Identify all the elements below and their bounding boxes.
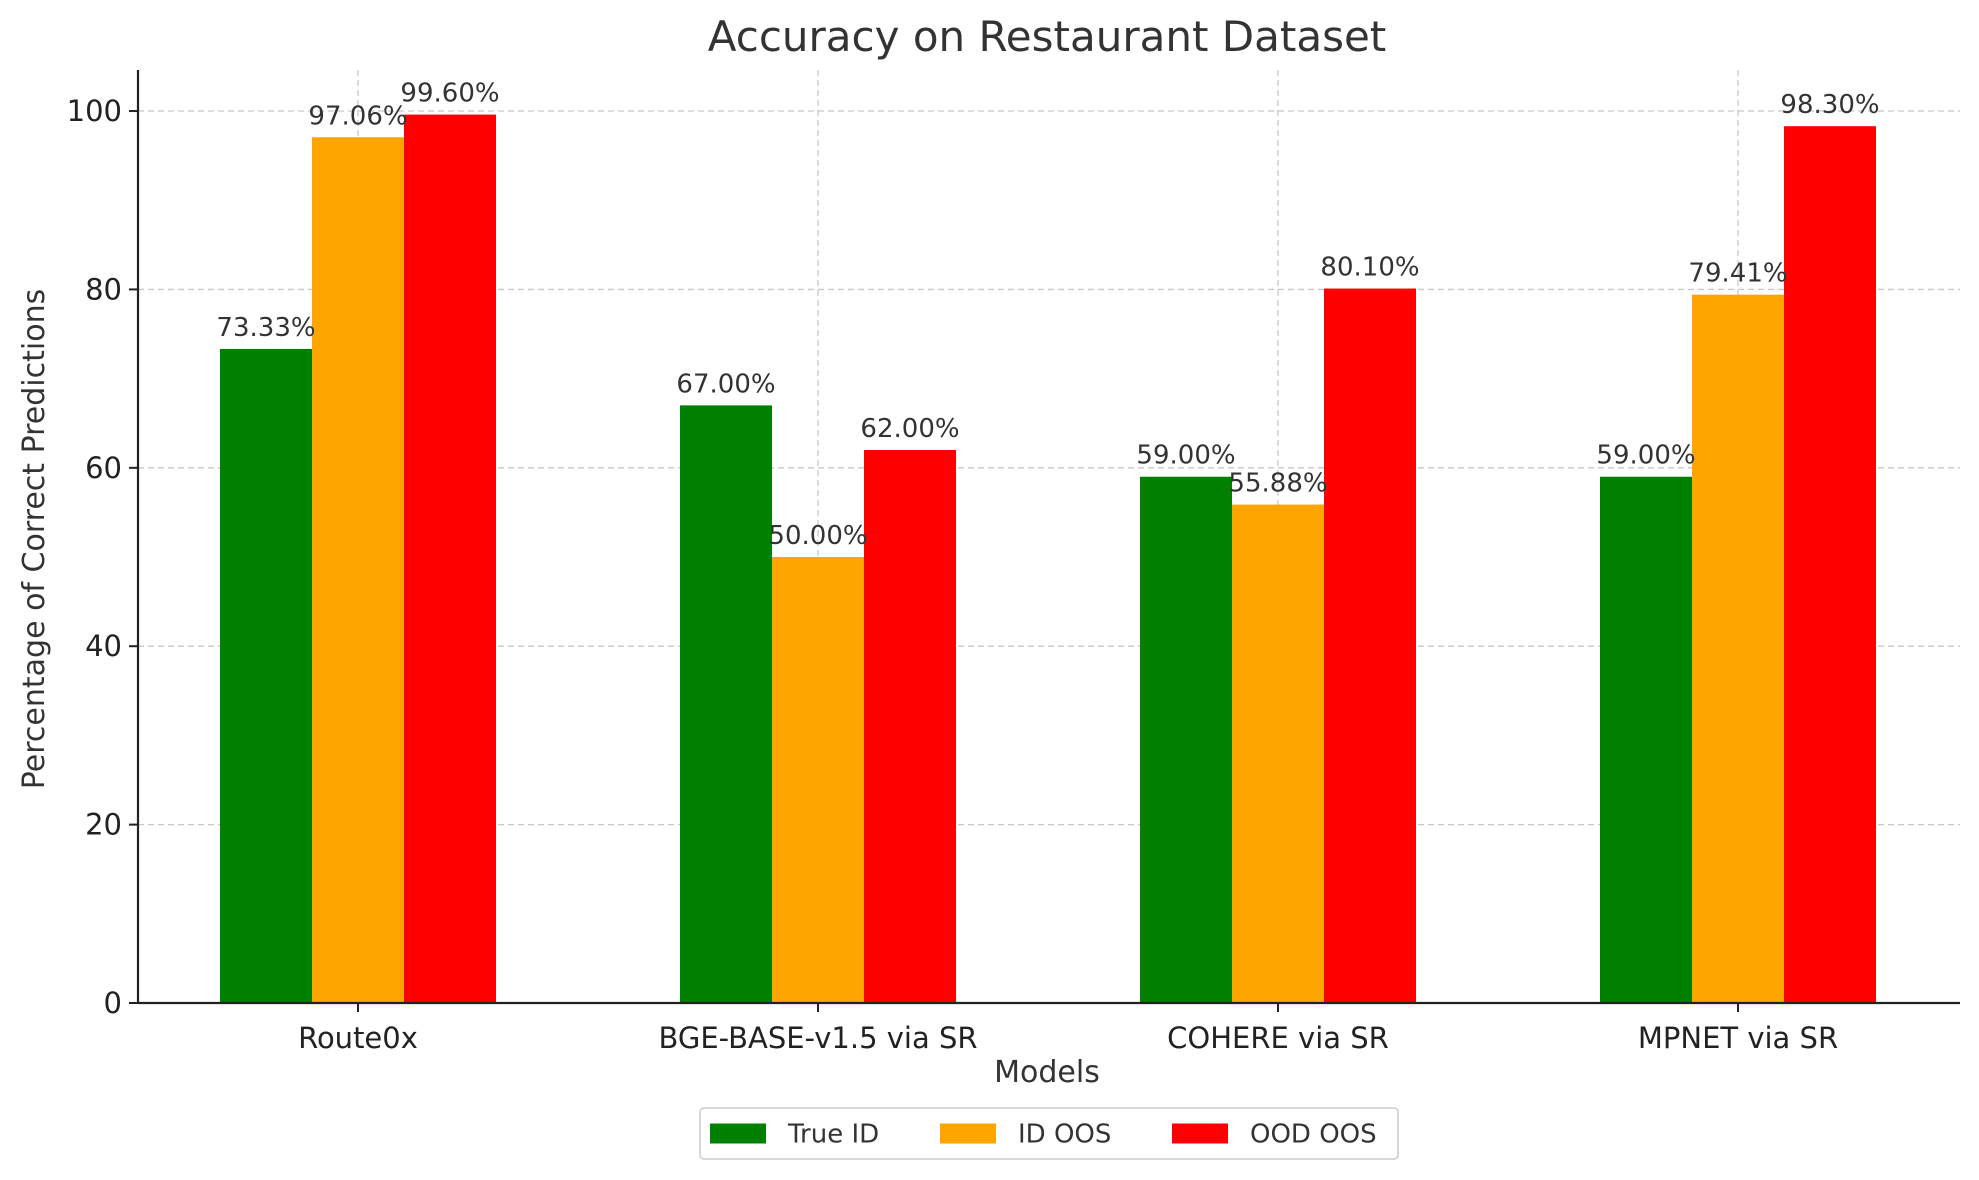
legend-swatch — [1172, 1123, 1228, 1144]
data-label: 50.00% — [768, 521, 867, 551]
bar-true-id — [220, 348, 312, 1003]
bar-true-id — [680, 405, 772, 1003]
legend-label: ID OOS — [1018, 1120, 1111, 1150]
bar-id-oos — [772, 557, 864, 1003]
axes: 0 20 40 60 80 100 Route0x BGE-BASE-v1.5 via SR C… — [67, 70, 1960, 1055]
legend-label: True ID — [787, 1120, 879, 1150]
legend-swatch — [940, 1123, 996, 1144]
legend-box — [699, 1107, 1399, 1160]
data-label: 73.33% — [216, 313, 315, 343]
legend-label: OOD OOS — [1250, 1120, 1377, 1150]
bar-ood-oos — [1784, 126, 1876, 1003]
y-tick-label: 60 — [85, 451, 122, 485]
legend: True ID ID OOS OOD OOS — [699, 1107, 1399, 1160]
data-label: 97.06% — [308, 101, 407, 131]
bar-ood-oos — [404, 114, 496, 1004]
bar-ood-oos — [1324, 288, 1416, 1004]
y-tick-label: 40 — [85, 629, 122, 663]
y-tick-label: 0 — [104, 986, 122, 1020]
bar-true-id — [1140, 476, 1232, 1003]
bar-id-oos — [1692, 294, 1784, 1003]
x-tick-label: BGE-BASE-v1.5 via SR — [658, 1021, 977, 1055]
bar-ood-oos — [864, 449, 956, 1003]
data-label: 55.88% — [1228, 469, 1327, 499]
data-label: 98.30% — [1780, 90, 1879, 120]
bars — [220, 114, 1876, 1004]
y-tick-label: 80 — [85, 272, 122, 306]
data-labels: 73.33% 67.00% 59.00% 59.00% 97.06% 50.00% 55.8… — [216, 79, 1879, 551]
chart-title: Accuracy on Restaurant Dataset — [708, 12, 1387, 61]
legend-swatch — [710, 1123, 766, 1144]
y-tick-label: 100 — [67, 94, 122, 128]
y-axis-label: Percentage of Correct Predictions — [17, 289, 52, 789]
x-tick-label: COHERE via SR — [1167, 1021, 1389, 1055]
x-axis-label: Models — [994, 1055, 1100, 1090]
data-label: 62.00% — [860, 414, 959, 444]
x-tick-label: Route0x — [298, 1021, 418, 1055]
bar-id-oos — [1232, 504, 1324, 1003]
bar-true-id — [1600, 476, 1692, 1003]
data-label: 67.00% — [676, 369, 775, 399]
y-tick-label: 20 — [85, 808, 122, 842]
x-tick-label: MPNET via SR — [1638, 1021, 1838, 1055]
data-label: 99.60% — [400, 79, 499, 109]
data-label: 79.41% — [1688, 259, 1787, 289]
data-label: 59.00% — [1596, 441, 1695, 471]
bar-id-oos — [312, 137, 404, 1003]
data-label: 59.00% — [1136, 441, 1235, 471]
data-label: 80.10% — [1320, 253, 1419, 283]
